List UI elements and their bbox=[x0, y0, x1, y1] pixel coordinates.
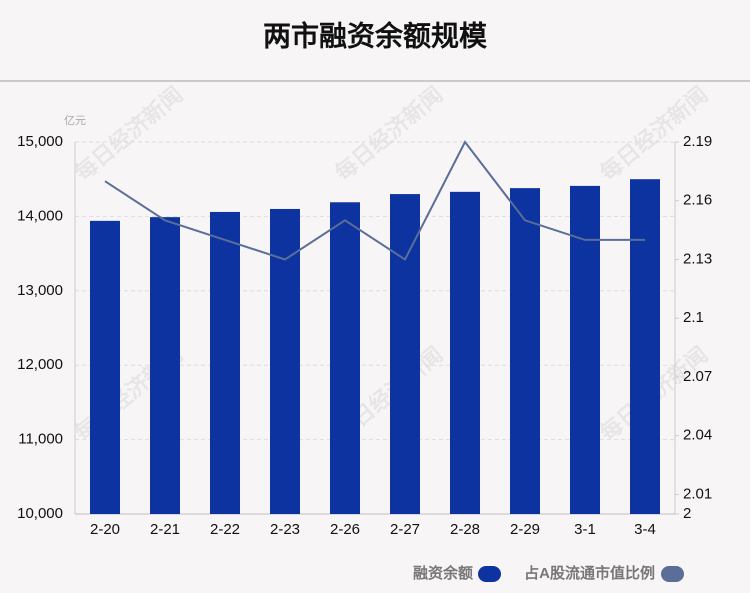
bar bbox=[270, 208, 300, 514]
bar bbox=[510, 188, 540, 515]
y2-tick-label: 2.04 bbox=[683, 427, 712, 444]
x-tick-label: 3-4 bbox=[634, 521, 656, 538]
x-tick-label: 2-27 bbox=[390, 521, 420, 538]
bar bbox=[450, 191, 480, 514]
legend-swatch bbox=[661, 566, 684, 582]
x-tick-label: 2-23 bbox=[270, 521, 300, 538]
y-tick-label: 15,000 bbox=[17, 133, 63, 150]
x-tick-label: 2-20 bbox=[90, 521, 120, 538]
bar bbox=[630, 179, 660, 514]
bar bbox=[390, 194, 420, 514]
y2-tick-label: 2.19 bbox=[683, 133, 712, 150]
y2-tick-label: 2.1 bbox=[683, 309, 704, 326]
y2-tick-label: 2.16 bbox=[683, 192, 712, 209]
bar bbox=[150, 217, 180, 515]
x-tick-label: 3-1 bbox=[574, 521, 596, 538]
x-tick-label: 2-22 bbox=[210, 521, 240, 538]
legend-label: 融资余额 bbox=[413, 564, 473, 582]
x-tick-label: 2-26 bbox=[330, 521, 360, 538]
chart-title: 两市融资余额规模 bbox=[263, 19, 488, 51]
y-tick-label: 12,000 bbox=[17, 356, 63, 373]
y2-tick-label: 2 bbox=[683, 505, 691, 522]
legend-label: 占A股流通市值比例 bbox=[524, 564, 655, 582]
bar bbox=[210, 211, 240, 514]
bar bbox=[330, 202, 360, 514]
y2-tick-label: 2.13 bbox=[683, 250, 712, 267]
y-tick-label: 11,000 bbox=[18, 431, 63, 448]
bar bbox=[570, 185, 600, 514]
y2-tick-label: 2.01 bbox=[683, 485, 712, 502]
x-tick-label: 2-29 bbox=[510, 521, 540, 538]
x-tick-label: 2-28 bbox=[450, 521, 480, 538]
y-unit: 亿元 bbox=[64, 114, 86, 127]
y-tick-label: 10,000 bbox=[17, 505, 63, 522]
y-tick-label: 13,000 bbox=[17, 282, 63, 299]
bar bbox=[90, 220, 120, 514]
x-tick-label: 2-21 bbox=[150, 521, 180, 538]
legend-swatch bbox=[478, 566, 501, 582]
y2-tick-label: 2.07 bbox=[683, 368, 712, 385]
line bbox=[104, 140, 645, 261]
y-tick-label: 14,000 bbox=[17, 207, 63, 224]
